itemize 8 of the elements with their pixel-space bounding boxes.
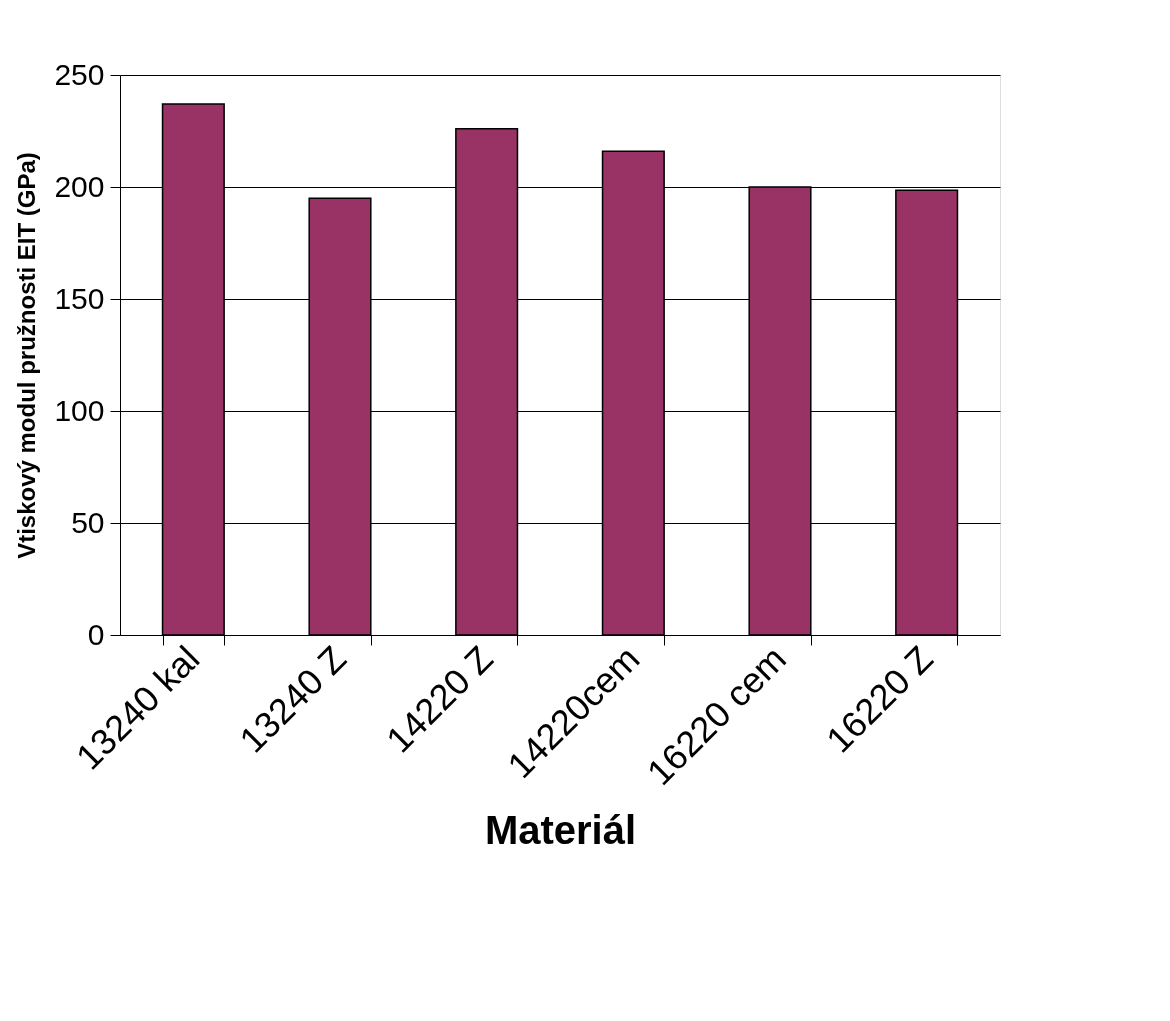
y-axis-title: Vtiskový modul pružnosti EIT (GPa) — [13, 152, 41, 559]
y-tick-label: 250 — [54, 57, 105, 91]
y-tick-label: 100 — [54, 393, 105, 427]
y-tick-label: 50 — [71, 505, 105, 539]
x-axis-title: Materiál — [484, 808, 637, 853]
y-tick-label: 0 — [87, 617, 105, 651]
y-tick-label: 200 — [54, 169, 105, 203]
y-tick-label: 150 — [54, 281, 105, 315]
